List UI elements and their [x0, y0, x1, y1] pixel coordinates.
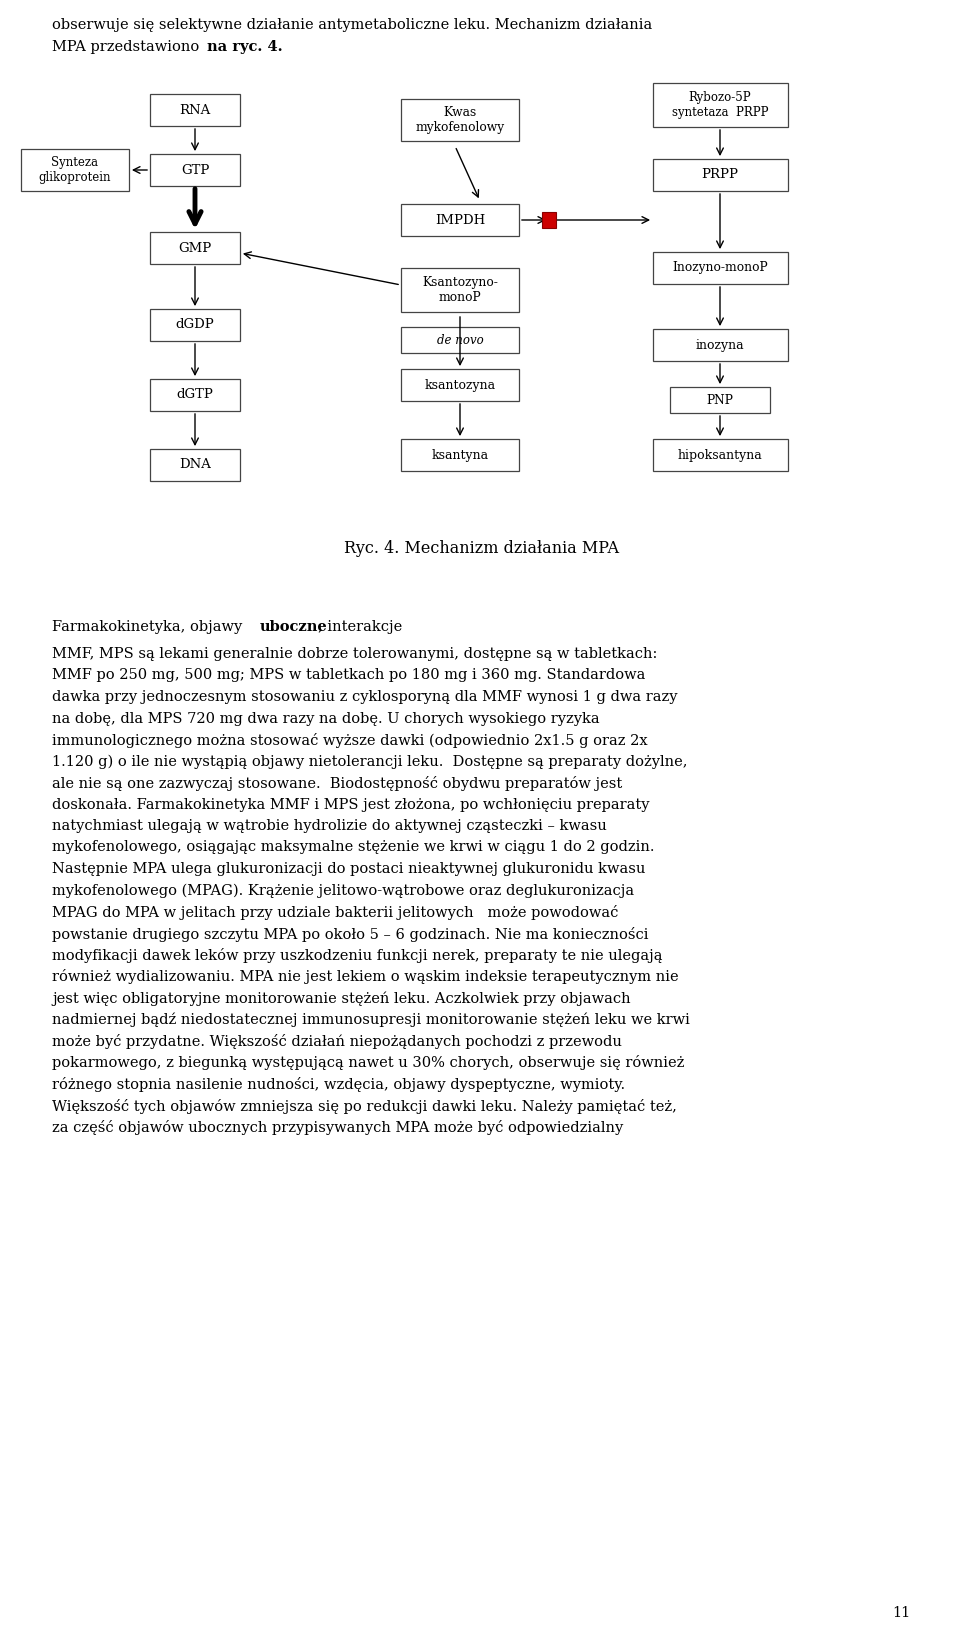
Text: mykofenolowego (MPAG). Krążenie jelitowo-wątrobowe oraz deglukuronizacja: mykofenolowego (MPAG). Krążenie jelitowo… — [52, 883, 635, 898]
Text: MMF po 250 mg, 500 mg; MPS w tabletkach po 180 mg i 360 mg. Standardowa: MMF po 250 mg, 500 mg; MPS w tabletkach … — [52, 669, 645, 682]
Text: nadmiernej bądź niedostatecznej immunosupresji monitorowanie stężeń leku we krwi: nadmiernej bądź niedostatecznej immunosu… — [52, 1013, 690, 1028]
Text: mykofenolowego, osiągając maksymalne stężenie we krwi w ciągu 1 do 2 godzin.: mykofenolowego, osiągając maksymalne stę… — [52, 840, 655, 855]
Bar — [653, 82, 787, 127]
Text: Ksantozyno-
monoP: Ksantozyno- monoP — [422, 277, 498, 303]
Bar — [21, 148, 129, 191]
Text: PRPP: PRPP — [702, 168, 738, 181]
Text: ale nie są one zazwyczaj stosowane.  Biodostępność obydwu preparatów jest: ale nie są one zazwyczaj stosowane. Biod… — [52, 776, 622, 791]
Text: na ryc. 4.: na ryc. 4. — [207, 40, 282, 54]
Text: obserwuje się selektywne działanie antymetaboliczne leku. Mechanizm działania: obserwuje się selektywne działanie antym… — [52, 18, 652, 31]
Bar — [653, 252, 787, 283]
Bar — [150, 232, 240, 264]
Bar — [150, 310, 240, 341]
Bar — [401, 369, 519, 400]
Text: Rybozo-5P
syntetaza  PRPP: Rybozo-5P syntetaza PRPP — [672, 91, 768, 119]
Text: dawka przy jednoczesnym stosowaniu z cyklosporyną dla MMF wynosi 1 g dwa razy: dawka przy jednoczesnym stosowaniu z cyk… — [52, 690, 678, 703]
Text: Większość tych objawów zmniejsza się po redukcji dawki leku. Należy pamiętać też: Większość tych objawów zmniejsza się po … — [52, 1099, 677, 1113]
Text: Kwas
mykofenolowy: Kwas mykofenolowy — [416, 107, 505, 133]
Bar — [401, 204, 519, 236]
Bar — [401, 268, 519, 311]
Text: dGTP: dGTP — [177, 389, 213, 402]
Text: jest więc obligatoryjne monitorowanie stężeń leku. Aczkolwiek przy objawach: jest więc obligatoryjne monitorowanie st… — [52, 991, 631, 1006]
Text: DNA: DNA — [180, 458, 211, 471]
Text: Następnie MPA ulega glukuronizacji do postaci nieaktywnej glukuronidu kwasu: Następnie MPA ulega glukuronizacji do po… — [52, 861, 645, 876]
Text: RNA: RNA — [180, 104, 210, 117]
Text: Ryc. 4. Mechanizm działania MPA: Ryc. 4. Mechanizm działania MPA — [344, 540, 618, 557]
Bar — [150, 155, 240, 186]
Text: MMF, MPS są lekami generalnie dobrze tolerowanymi, dostępne są w tabletkach:: MMF, MPS są lekami generalnie dobrze tol… — [52, 647, 658, 660]
Text: na dobę, dla MPS 720 mg dwa razy na dobę. U chorych wysokiego ryzyka: na dobę, dla MPS 720 mg dwa razy na dobę… — [52, 712, 600, 725]
Bar — [401, 328, 519, 352]
Text: powstanie drugiego szczytu MPA po około 5 – 6 godzinach. Nie ma konieczności: powstanie drugiego szczytu MPA po około … — [52, 927, 649, 942]
Bar — [150, 450, 240, 481]
Text: modyfikacji dawek leków przy uszkodzeniu funkcji nerek, preparaty te nie ulegają: modyfikacji dawek leków przy uszkodzeniu… — [52, 949, 662, 963]
Text: Inozyno-monoP: Inozyno-monoP — [672, 262, 768, 275]
Text: immunologicznego można stosować wyższe dawki (odpowiednio 2x1.5 g oraz 2x: immunologicznego można stosować wyższe d… — [52, 733, 648, 748]
Text: za część objawów ubocznych przypisywanych MPA może być odpowiedzialny: za część objawów ubocznych przypisywanyc… — [52, 1120, 623, 1135]
Text: ksantyna: ksantyna — [431, 448, 489, 461]
Bar — [653, 160, 787, 191]
Text: GMP: GMP — [179, 242, 211, 255]
Text: może być przydatne. Większość działań niepożądanych pochodzi z przewodu: może być przydatne. Większość działań ni… — [52, 1034, 622, 1049]
Bar — [150, 94, 240, 127]
Text: IMPDH: IMPDH — [435, 214, 485, 227]
Text: ksantozyna: ksantozyna — [424, 379, 495, 392]
Text: różnego stopnia nasilenie nudności, wzdęcia, objawy dyspeptyczne, wymioty.: różnego stopnia nasilenie nudności, wzdę… — [52, 1077, 625, 1092]
Bar — [401, 99, 519, 142]
Text: natychmiast ulegają w wątrobie hydrolizie do aktywnej cząsteczki – kwasu: natychmiast ulegają w wątrobie hydrolizi… — [52, 819, 607, 833]
Text: doskonała. Farmakokinetyka MMF i MPS jest złożona, po wchłonięciu preparaty: doskonała. Farmakokinetyka MMF i MPS jes… — [52, 797, 650, 812]
Bar — [542, 212, 556, 227]
Text: MPA przedstawiono: MPA przedstawiono — [52, 40, 204, 54]
Text: 1.120 g) o ile nie wystąpią objawy nietolerancji leku.  Dostępne są preparaty do: 1.120 g) o ile nie wystąpią objawy nieto… — [52, 754, 687, 769]
Text: , interakcje: , interakcje — [318, 619, 402, 634]
Text: Farmakokinetyka, objawy: Farmakokinetyka, objawy — [52, 619, 247, 634]
Bar — [653, 329, 787, 361]
Bar — [653, 440, 787, 471]
Text: MPAG do MPA w jelitach przy udziale bakterii jelitowych   może powodować: MPAG do MPA w jelitach przy udziale bakt… — [52, 904, 618, 921]
Text: GTP: GTP — [180, 163, 209, 176]
Text: pokarmowego, z biegunką występującą nawet u 30% chorych, obserwuje się również: pokarmowego, z biegunką występującą nawe… — [52, 1056, 684, 1071]
Bar — [401, 440, 519, 471]
Text: inozyna: inozyna — [696, 339, 744, 351]
Text: 11: 11 — [892, 1606, 910, 1621]
Text: PNP: PNP — [707, 394, 733, 407]
Text: Synteza
glikoprotein: Synteza glikoprotein — [38, 156, 111, 184]
Text: uboczne: uboczne — [260, 619, 327, 634]
Bar — [670, 387, 770, 413]
Text: również wydializowaniu. MPA nie jest lekiem o wąskim indeksie terapeutycznym nie: również wydializowaniu. MPA nie jest lek… — [52, 970, 679, 985]
Text: hipoksantyna: hipoksantyna — [678, 448, 762, 461]
Bar — [150, 379, 240, 412]
Text: dGDP: dGDP — [176, 318, 214, 331]
Text: de novo: de novo — [437, 333, 484, 346]
